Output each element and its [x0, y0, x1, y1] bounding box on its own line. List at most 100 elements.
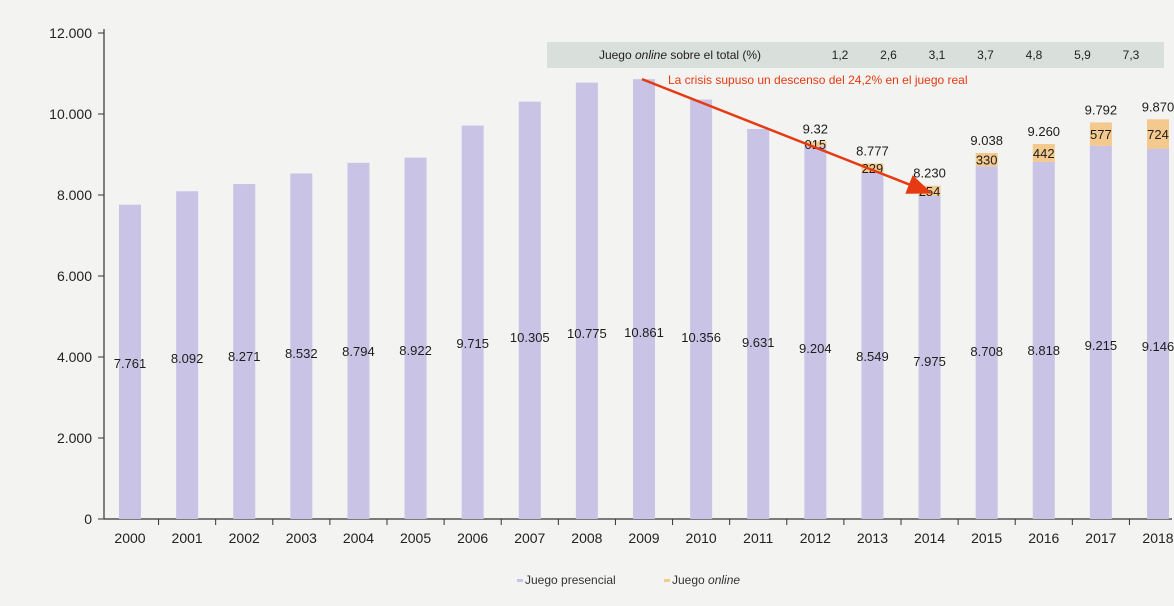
y-tick-label: 12.000	[49, 25, 92, 41]
bar-juego-presencial	[633, 79, 655, 519]
x-tick-label: 2003	[286, 530, 317, 546]
bar-juego-presencial	[747, 128, 770, 519]
bar-juego-presencial	[575, 82, 598, 520]
bar-juego-presencial	[861, 172, 884, 519]
legend-swatch-online	[664, 579, 670, 582]
online-share-value: 2,6	[880, 48, 897, 62]
x-tick-label: 2015	[971, 530, 1002, 546]
bar-total-label: 9.32	[803, 122, 828, 137]
bar-value-label-presencial: 8.092	[171, 351, 204, 366]
bar-value-label-presencial: 10.305	[510, 330, 550, 345]
x-tick-label: 2002	[229, 530, 260, 546]
bar-value-label-online: 330	[976, 153, 998, 168]
x-tick-label: 2007	[514, 530, 545, 546]
bar-value-label-presencial: 10.356	[681, 330, 721, 345]
x-tick-label: 2011	[743, 530, 773, 546]
bar-juego-presencial	[233, 184, 256, 519]
online-share-value: 3,7	[977, 48, 994, 62]
bar-juego-presencial	[690, 99, 713, 519]
bar-juego-presencial	[518, 101, 541, 520]
online-share-value: 5,9	[1074, 48, 1091, 62]
y-tick-label: 0	[84, 511, 92, 527]
bar-juego-presencial	[290, 173, 313, 520]
bar-value-label-presencial: 8.549	[856, 349, 889, 364]
bar-value-label-presencial: 10.861	[624, 325, 664, 340]
bar-juego-presencial	[1032, 161, 1055, 519]
y-tick-label: 2.000	[57, 430, 92, 446]
bar-value-label-presencial: 9.204	[799, 341, 832, 356]
legend-label-presencial: Juego presencial	[525, 573, 616, 587]
bar-total-label: 8.777	[856, 143, 889, 158]
y-tick-label: 8.000	[57, 187, 92, 203]
bar-juego-presencial	[918, 196, 941, 519]
bar-juego-online	[1089, 122, 1112, 146]
bar-juego-presencial	[975, 166, 998, 520]
x-tick-label: 2005	[400, 530, 431, 546]
bar-total-label: 9.870	[1142, 99, 1174, 114]
bar-juego-online	[1147, 119, 1169, 149]
bar-juego-presencial	[404, 157, 427, 519]
x-tick-label: 2006	[457, 530, 488, 546]
x-tick-label: 2018	[1142, 530, 1173, 546]
bar-value-label-presencial: 8.794	[342, 344, 375, 359]
bar-value-label-online: 254	[919, 184, 941, 199]
x-tick-label: 2009	[628, 530, 659, 546]
bar-juego-presencial	[461, 125, 484, 519]
y-tick-label: 6.000	[57, 268, 92, 284]
bar-value-label-presencial: 9.631	[742, 335, 775, 350]
y-tick-label: 10.000	[49, 106, 92, 122]
decline-arrow	[641, 77, 933, 194]
bar-juego-presencial	[804, 146, 827, 519]
bar-total-label: 9.038	[970, 133, 1003, 148]
bar-value-label-presencial: 8.708	[970, 344, 1003, 359]
bar-juego-presencial	[347, 162, 370, 519]
bar-juego-online	[804, 141, 827, 147]
x-tick-label: 2013	[857, 530, 888, 546]
x-tick-label: 2008	[571, 530, 602, 546]
bar-value-label-presencial: 8.532	[285, 346, 318, 361]
bar-value-label-online: 442	[1033, 146, 1055, 161]
bar-value-label-presencial: 8.818	[1028, 343, 1061, 358]
legend-swatch-presencial	[517, 579, 523, 582]
bar-value-label-presencial: 7.761	[114, 356, 147, 371]
online-share-table	[547, 42, 1164, 68]
bar-juego-presencial	[119, 204, 141, 519]
bar-value-label-presencial: 10.775	[567, 326, 607, 341]
annotation-text: La crisis supuso un descenso del 24,2% e…	[668, 73, 968, 87]
bar-value-label-presencial: 9.146	[1142, 339, 1174, 354]
x-tick-label: 2004	[343, 530, 374, 546]
bar-value-label-online: 015	[804, 137, 826, 152]
x-tick-label: 2014	[914, 530, 945, 546]
bar-juego-presencial	[176, 191, 199, 520]
bar-value-label-presencial: 9.715	[456, 336, 489, 351]
online-share-title: Juego online sobre el total (%)	[599, 48, 761, 62]
bar-value-label-presencial: 9.215	[1085, 338, 1118, 353]
bar-total-label: 8.230	[913, 166, 946, 181]
bar-total-label: 9.792	[1085, 102, 1118, 117]
bar-juego-online	[1032, 143, 1055, 162]
bar-value-label-online: 724	[1147, 127, 1169, 142]
x-tick-label: 2001	[172, 530, 203, 546]
bar-juego-presencial	[1147, 148, 1169, 519]
bar-juego-online	[975, 152, 998, 167]
bar-juego-online	[861, 163, 884, 173]
bar-value-label-presencial: 7.975	[913, 354, 946, 369]
x-tick-label: 2012	[800, 530, 831, 546]
bar-total-label: 9.260	[1028, 124, 1061, 139]
bar-value-label-presencial: 8.271	[228, 349, 261, 364]
online-share-value: 4,8	[1026, 48, 1043, 62]
legend-label-online: Juego online	[672, 573, 740, 587]
x-tick-label: 2010	[686, 530, 717, 546]
y-tick-label: 4.000	[57, 349, 92, 365]
online-share-value: 3,1	[929, 48, 946, 62]
bar-value-label-online: 577	[1090, 127, 1112, 142]
x-tick-label: 2016	[1028, 530, 1059, 546]
x-tick-label: 2000	[114, 530, 145, 546]
bar-value-label-presencial: 8.922	[399, 343, 432, 358]
online-share-value: 1,2	[832, 48, 849, 62]
x-tick-label: 2017	[1085, 530, 1116, 546]
online-share-value: 7,3	[1123, 48, 1140, 62]
bar-juego-presencial	[1089, 145, 1112, 520]
